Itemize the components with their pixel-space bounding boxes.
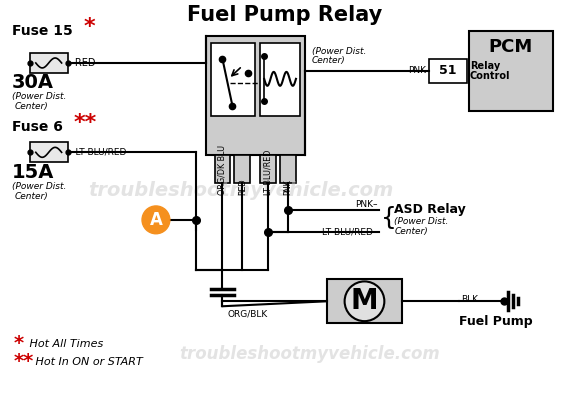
FancyBboxPatch shape xyxy=(234,155,251,183)
Text: Control: Control xyxy=(470,71,510,81)
Text: PNK: PNK xyxy=(284,179,292,195)
FancyBboxPatch shape xyxy=(280,155,296,183)
Text: (Power Dist.: (Power Dist. xyxy=(12,92,66,101)
Text: Center): Center) xyxy=(394,227,428,236)
FancyBboxPatch shape xyxy=(215,155,230,183)
Text: troubleshootmyvehicle.com: troubleshootmyvehicle.com xyxy=(88,180,393,200)
Text: {: { xyxy=(382,206,397,230)
Text: RED: RED xyxy=(238,178,247,195)
Text: Fuel Pump: Fuel Pump xyxy=(459,315,532,328)
Text: Hot In ON or START: Hot In ON or START xyxy=(32,357,143,367)
Text: *: * xyxy=(84,17,95,37)
Text: Fuse 15: Fuse 15 xyxy=(12,24,72,38)
FancyBboxPatch shape xyxy=(260,43,300,116)
Text: M: M xyxy=(351,287,378,315)
Text: Center): Center) xyxy=(15,192,49,200)
Text: ORG/BLK: ORG/BLK xyxy=(227,310,268,319)
Text: LT BLU/RED–: LT BLU/RED– xyxy=(322,227,378,236)
Text: Fuse 6: Fuse 6 xyxy=(12,120,63,134)
FancyBboxPatch shape xyxy=(327,280,402,323)
Text: LT BLU/RED: LT BLU/RED xyxy=(264,150,273,195)
FancyBboxPatch shape xyxy=(260,155,276,183)
Text: 15A: 15A xyxy=(12,163,55,182)
Text: PNK: PNK xyxy=(408,66,426,76)
Text: A: A xyxy=(150,211,162,229)
FancyBboxPatch shape xyxy=(469,31,553,111)
Text: –RED–: –RED– xyxy=(71,58,101,68)
Text: (Power Dist.: (Power Dist. xyxy=(12,182,66,190)
Text: ASD Relay: ASD Relay xyxy=(394,204,466,216)
Text: Hot All Times: Hot All Times xyxy=(26,339,103,349)
FancyBboxPatch shape xyxy=(211,43,255,116)
Circle shape xyxy=(142,206,170,234)
Text: (Power Dist.: (Power Dist. xyxy=(312,46,366,56)
Text: BLK: BLK xyxy=(461,295,478,304)
Text: **: ** xyxy=(14,352,34,371)
Text: (Power Dist.: (Power Dist. xyxy=(394,217,449,226)
Text: troubleshootmyvehicle.com: troubleshootmyvehicle.com xyxy=(179,345,440,363)
Text: **: ** xyxy=(74,112,97,132)
Text: PCM: PCM xyxy=(489,38,533,56)
FancyBboxPatch shape xyxy=(205,36,305,155)
Text: PNK–: PNK– xyxy=(355,200,378,210)
Text: ORG/DK BLU: ORG/DK BLU xyxy=(218,145,227,195)
Text: –LT BLU/RED–: –LT BLU/RED– xyxy=(71,148,130,157)
Text: Relay: Relay xyxy=(470,61,500,71)
Text: Center): Center) xyxy=(15,102,49,111)
Text: Fuel Pump Relay: Fuel Pump Relay xyxy=(187,5,383,25)
Text: 51: 51 xyxy=(439,64,456,78)
Text: Center): Center) xyxy=(312,56,346,66)
Circle shape xyxy=(345,282,385,321)
FancyBboxPatch shape xyxy=(429,59,467,83)
FancyBboxPatch shape xyxy=(30,142,67,162)
Text: *: * xyxy=(14,334,24,354)
FancyBboxPatch shape xyxy=(30,53,67,73)
Text: 30A: 30A xyxy=(12,73,54,92)
